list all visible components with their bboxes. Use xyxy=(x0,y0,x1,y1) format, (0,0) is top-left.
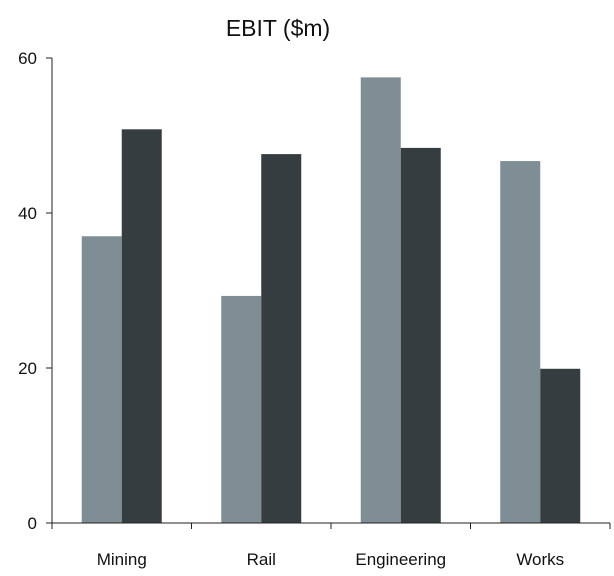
bar-mining-series-1 xyxy=(81,236,122,523)
y-tick-label: 60 xyxy=(18,49,37,68)
y-tick-label: 20 xyxy=(18,359,37,378)
bars xyxy=(81,77,581,524)
y-tick-label: 40 xyxy=(18,204,37,223)
x-category-label: Rail xyxy=(247,550,276,569)
x-category-label: Mining xyxy=(97,550,147,569)
axes: 0 20 40 60 Mining Rail Engineering Works xyxy=(18,49,611,569)
bar-rail-series-2 xyxy=(261,154,302,523)
bar-works-series-2 xyxy=(540,368,581,523)
bar-engineering-series-2 xyxy=(400,147,441,523)
y-tick-label: 0 xyxy=(28,514,37,533)
bar-works-series-1 xyxy=(500,161,541,523)
x-category-label: Engineering xyxy=(355,550,446,569)
bar-rail-series-1 xyxy=(221,295,262,523)
chart-title: EBIT ($m) xyxy=(226,15,330,41)
x-category-label: Works xyxy=(516,550,564,569)
bar-mining-series-2 xyxy=(121,129,162,524)
bar-engineering-series-1 xyxy=(360,77,401,523)
